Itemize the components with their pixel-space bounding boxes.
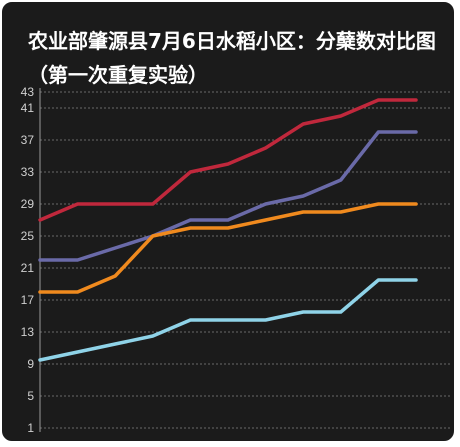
y-tick-label: 5 [27, 389, 34, 403]
y-tick-label: 25 [21, 229, 35, 243]
series-line-4 [38, 278, 418, 362]
y-tick-label: 21 [21, 261, 35, 275]
gridlines [40, 91, 452, 429]
y-tick-label: 13 [21, 325, 35, 339]
series-line-2 [38, 130, 418, 262]
y-tick-label: 37 [21, 133, 35, 147]
y-tick-label: 29 [21, 197, 35, 211]
y-axis: 1 5 9 13 17 21 25 29 33 37 41 43 [21, 85, 41, 435]
y-tick-label: 41 [21, 101, 35, 115]
y-tick-label: 17 [21, 293, 35, 307]
series-lines [38, 98, 418, 362]
y-tick-label: 43 [21, 85, 35, 99]
series-line-3 [38, 202, 418, 294]
y-tick-label: 33 [21, 165, 35, 179]
series-line-1 [38, 98, 418, 222]
chart-title: 农业部肇源县7月6日水稻小区：分蘖数对比图（第一次重复实验） [28, 29, 436, 87]
y-tick-label: 1 [27, 421, 34, 435]
y-tick-label: 9 [27, 357, 34, 371]
